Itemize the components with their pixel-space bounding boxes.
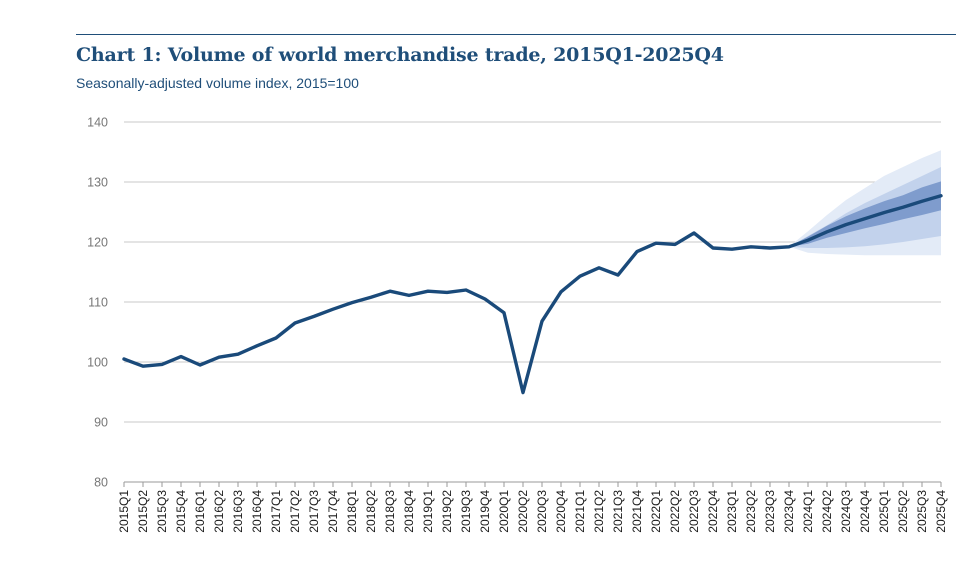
x-tick-label: 2020Q3 [535,490,549,533]
x-tick-label: 2021Q1 [573,490,587,533]
chart-subtitle: Seasonally-adjusted volume index, 2015=1… [76,75,359,91]
x-tick-label: 2025Q4 [934,490,948,533]
top-rule [76,34,956,35]
y-tick-label: 100 [87,356,108,370]
x-tick-label: 2022Q1 [649,490,663,533]
x-tick-label: 2025Q3 [915,490,929,533]
x-tick-label: 2018Q3 [383,490,397,533]
y-tick-label: 120 [87,236,108,250]
x-tick-label: 2019Q1 [421,490,435,533]
x-tick-label: 2025Q2 [896,490,910,533]
x-tick-label: 2019Q3 [459,490,473,533]
x-tick-label: 2016Q1 [193,490,207,533]
x-tick-label: 2022Q2 [668,490,682,533]
x-tick-label: 2023Q1 [725,490,739,533]
x-tick-label: 2022Q4 [706,490,720,533]
x-tick-label: 2025Q1 [877,490,891,533]
x-tick-label: 2016Q2 [212,490,226,533]
x-tick-label: 2015Q2 [136,490,150,533]
forecast-bands [789,150,941,256]
x-axis: 2015Q1 2015Q2 2015Q3 2015Q4 2016Q1 2016Q2 2016… [117,482,948,533]
x-tick-label: 2024Q2 [820,490,834,533]
x-tick-label: 2018Q4 [402,490,416,533]
x-tick-label: 2024Q1 [801,490,815,533]
x-tick-label: 2023Q4 [782,490,796,533]
x-tick-label: 2019Q2 [440,490,454,533]
x-tick-label: 2015Q1 [117,490,131,533]
x-tick-label: 2024Q3 [839,490,853,533]
gridlines [124,121,941,483]
x-tick-label: 2020Q1 [497,490,511,533]
x-tick-label: 2023Q2 [744,490,758,533]
y-tick-label: 90 [94,416,108,430]
x-tick-label: 2015Q3 [155,490,169,533]
x-tick-label: 2019Q4 [478,490,492,533]
x-tick-label: 2021Q3 [611,490,625,533]
x-tick-label: 2017Q4 [326,490,340,533]
y-axis: 80 90 100 110 120 130 140 [87,116,108,490]
x-tick-label: 2016Q4 [250,490,264,533]
y-tick-label: 140 [87,116,108,130]
x-tick-label: 2017Q1 [269,490,283,533]
x-tick-label: 2021Q4 [630,490,644,533]
y-tick-label: 130 [87,176,108,190]
x-tick-label: 2016Q3 [231,490,245,533]
x-tick-label: 2015Q4 [174,490,188,533]
x-tick-label: 2017Q3 [307,490,321,533]
x-tick-label: 2023Q3 [763,490,777,533]
x-tick-label: 2022Q3 [687,490,701,533]
x-tick-label: 2024Q4 [858,490,872,533]
y-tick-label: 80 [94,476,108,490]
series-lines [122,194,943,395]
x-tick-label: 2018Q2 [364,490,378,533]
x-tick-label: 2020Q4 [554,490,568,533]
x-tick-label: 2017Q2 [288,490,302,533]
x-tick-label: 2020Q2 [516,490,530,533]
x-tick-label: 2021Q2 [592,490,606,533]
x-tick-label: 2018Q1 [345,490,359,533]
y-tick-label: 110 [88,296,108,310]
chart-title: Chart 1: Volume of world merchandise tra… [76,44,724,66]
series-line-1 [122,194,943,395]
